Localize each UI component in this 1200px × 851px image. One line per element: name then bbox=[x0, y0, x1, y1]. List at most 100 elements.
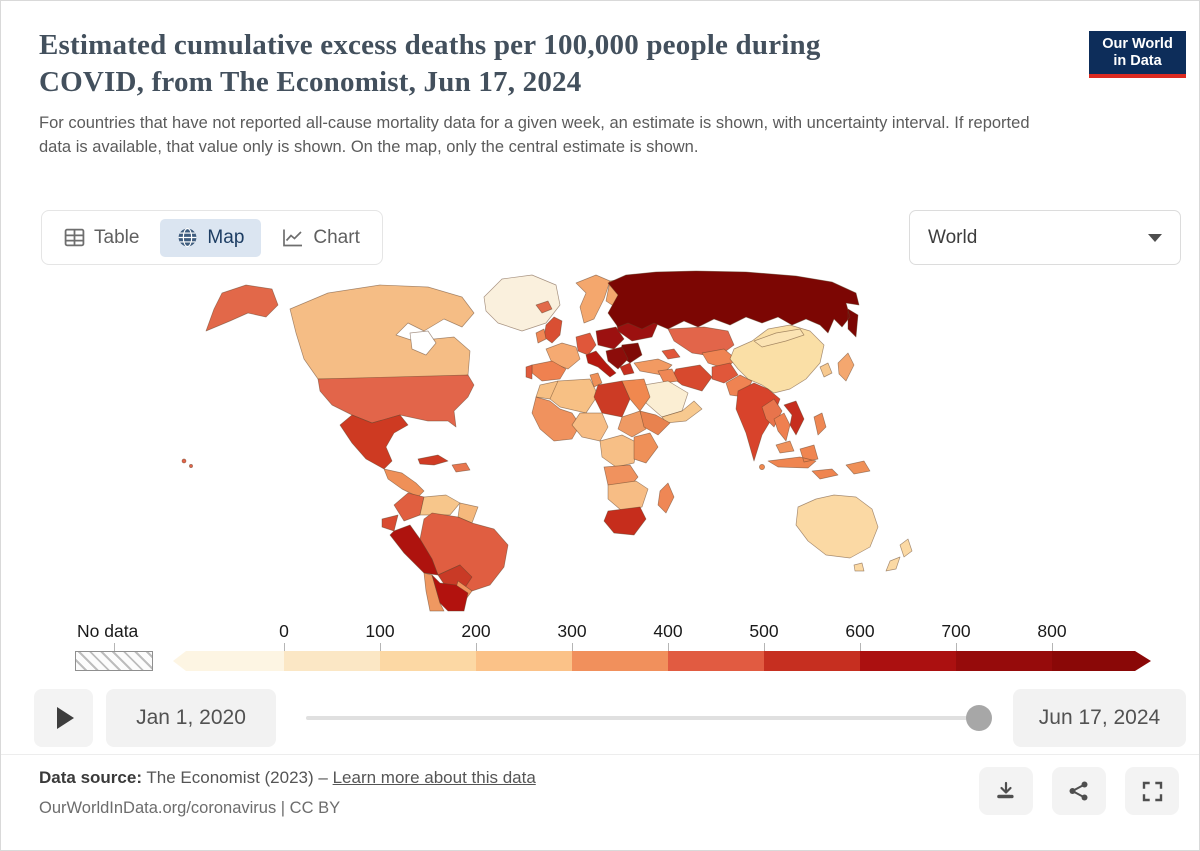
region-china[interactable] bbox=[729, 324, 825, 394]
region-sri-lanka[interactable] bbox=[759, 464, 765, 470]
region-cuba[interactable] bbox=[417, 454, 449, 466]
region-central-africa[interactable] bbox=[599, 434, 639, 468]
title-line-2: COVID, from The Economist, Jun 17, 2024 bbox=[39, 66, 582, 98]
region-east-africa[interactable] bbox=[633, 432, 659, 464]
region-south-africa[interactable] bbox=[603, 506, 647, 536]
map-legend: No data 0 100 200 300 400 500 600 700 800 bbox=[1, 619, 1200, 677]
region-indonesia[interactable] bbox=[767, 444, 839, 480]
region-papua-new-guinea[interactable] bbox=[845, 460, 871, 475]
region-hawaii[interactable] bbox=[189, 464, 193, 468]
region-hawaii[interactable] bbox=[181, 458, 187, 464]
region-greece[interactable] bbox=[619, 362, 635, 376]
region-canada[interactable] bbox=[289, 284, 475, 380]
timeline-slider[interactable] bbox=[306, 689, 992, 747]
region-afghanistan[interactable] bbox=[711, 362, 739, 384]
learn-more-link[interactable]: Learn more about this data bbox=[332, 768, 536, 787]
legend-tick-label: 300 bbox=[557, 621, 587, 641]
nodata-tick bbox=[114, 643, 115, 651]
region-iceland[interactable] bbox=[535, 300, 553, 314]
region-greenland[interactable] bbox=[483, 274, 561, 332]
chevron-down-icon bbox=[1148, 233, 1162, 242]
title-line-1: Estimated cumulative excess deaths per 1… bbox=[39, 29, 821, 61]
region-alaska[interactable] bbox=[205, 284, 279, 332]
region-dropdown[interactable]: World bbox=[909, 210, 1181, 265]
fullscreen-button[interactable] bbox=[1125, 767, 1179, 815]
footer: Data source: The Economist (2023) – Lear… bbox=[1, 754, 1199, 850]
tab-chart[interactable]: Chart bbox=[265, 219, 376, 257]
region-nigeria-sahel[interactable] bbox=[571, 412, 609, 442]
globe-icon bbox=[177, 227, 198, 248]
owid-logo[interactable]: Our World in Data bbox=[1089, 31, 1186, 78]
play-button[interactable] bbox=[34, 689, 93, 747]
legend-tick-label: 700 bbox=[941, 621, 971, 641]
region-ecuador[interactable] bbox=[381, 514, 399, 532]
region-egypt[interactable] bbox=[621, 378, 651, 412]
line-chart-icon bbox=[282, 227, 304, 248]
region-usa[interactable] bbox=[317, 374, 475, 428]
region-norway-sweden[interactable] bbox=[575, 274, 611, 324]
legend-segment bbox=[956, 651, 1052, 671]
download-icon bbox=[995, 780, 1017, 802]
page-title: Estimated cumulative excess deaths per 1… bbox=[39, 27, 1054, 101]
region-argentina[interactable] bbox=[431, 574, 469, 612]
region-central-america[interactable] bbox=[383, 468, 425, 498]
region-italy[interactable] bbox=[585, 350, 617, 378]
region-madagascar[interactable] bbox=[657, 482, 675, 514]
logo-line-1: Our World bbox=[1102, 35, 1173, 52]
region-horn-of-africa[interactable] bbox=[639, 410, 671, 436]
tab-map[interactable]: Map bbox=[160, 218, 262, 257]
region-portugal[interactable] bbox=[525, 364, 533, 380]
play-icon bbox=[57, 707, 74, 729]
region-southern-africa[interactable] bbox=[607, 480, 649, 512]
timeline-start-date[interactable]: Jan 1, 2020 bbox=[106, 689, 276, 747]
legend-bar[interactable] bbox=[173, 651, 1151, 671]
region-venezuela[interactable] bbox=[419, 494, 461, 516]
region-vietnam[interactable] bbox=[783, 400, 805, 436]
region-sudan[interactable] bbox=[617, 410, 647, 438]
legend-tick-label: 800 bbox=[1037, 621, 1067, 641]
legend-segment bbox=[572, 651, 668, 671]
timeline-track[interactable] bbox=[306, 716, 991, 720]
region-germany[interactable] bbox=[575, 332, 597, 356]
source-separator: – bbox=[318, 768, 328, 787]
nodata-swatch[interactable] bbox=[75, 651, 153, 671]
tab-table-label: Table bbox=[94, 226, 140, 248]
region-new-zealand[interactable] bbox=[885, 538, 913, 572]
tab-table[interactable]: Table bbox=[47, 219, 156, 257]
region-philippines[interactable] bbox=[813, 412, 827, 436]
region-tasmania[interactable] bbox=[853, 562, 865, 572]
legend-segment bbox=[1052, 651, 1151, 671]
fullscreen-icon bbox=[1142, 781, 1163, 802]
region-russia[interactable] bbox=[607, 270, 860, 338]
share-button[interactable] bbox=[1052, 767, 1106, 815]
world-map-svg bbox=[181, 270, 913, 612]
region-ireland[interactable] bbox=[535, 328, 547, 344]
region-mexico[interactable] bbox=[339, 414, 409, 470]
legend-segment bbox=[668, 651, 764, 671]
view-tabs: Table Map Chart bbox=[41, 210, 383, 265]
region-hispaniola[interactable] bbox=[451, 462, 471, 473]
region-australia[interactable] bbox=[795, 494, 879, 559]
region-south-korea[interactable] bbox=[819, 362, 833, 378]
region-caucasus[interactable] bbox=[661, 348, 681, 360]
region-dropdown-value: World bbox=[928, 226, 978, 248]
region-iraq[interactable] bbox=[657, 368, 679, 384]
region-mongolia[interactable] bbox=[753, 328, 805, 348]
region-balkans[interactable] bbox=[605, 346, 629, 370]
region-malaysia[interactable] bbox=[775, 440, 795, 454]
region-tunisia[interactable] bbox=[589, 372, 603, 388]
timeline-end-date[interactable]: Jun 17, 2024 bbox=[1013, 689, 1186, 747]
timeline-handle[interactable] bbox=[965, 705, 992, 731]
legend-tick-label: 400 bbox=[653, 621, 683, 641]
region-colombia[interactable] bbox=[393, 492, 425, 522]
region-thailand[interactable] bbox=[773, 412, 791, 442]
download-button[interactable] bbox=[979, 767, 1033, 815]
region-japan[interactable] bbox=[837, 352, 855, 382]
region-central-europe[interactable] bbox=[595, 326, 625, 350]
legend-tick-label: 600 bbox=[845, 621, 875, 641]
legend-segment bbox=[284, 651, 380, 671]
legend-segment bbox=[476, 651, 572, 671]
region-west-africa[interactable] bbox=[531, 396, 581, 442]
attribution-line: OurWorldInData.org/coronavirus | CC BY bbox=[39, 799, 341, 817]
